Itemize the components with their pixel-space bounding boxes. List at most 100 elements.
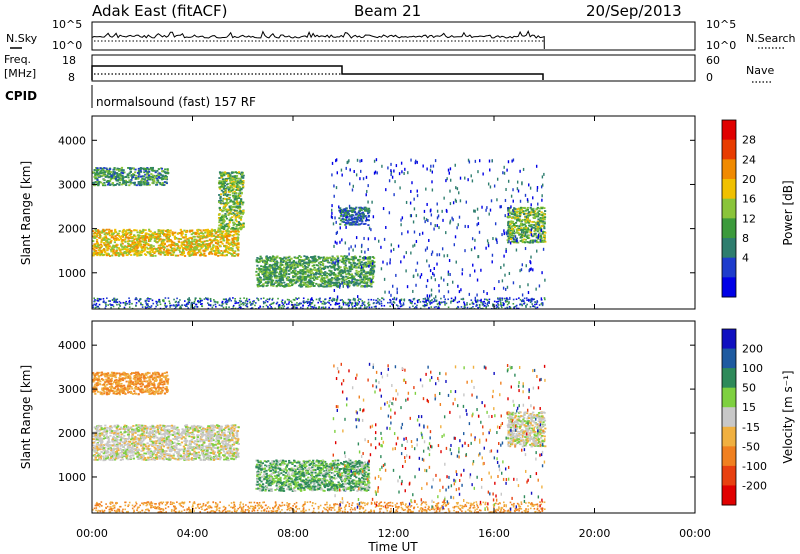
power-point <box>175 303 178 306</box>
power-point <box>107 300 110 302</box>
power-point <box>165 253 168 256</box>
power-point <box>100 251 103 254</box>
power-point <box>120 235 124 237</box>
power-point <box>124 245 127 248</box>
power-point <box>331 266 334 269</box>
power-point <box>307 269 310 272</box>
power-point <box>236 187 239 190</box>
power-point <box>239 212 242 215</box>
power-point <box>296 302 298 304</box>
power-point <box>365 271 368 274</box>
power-point <box>214 238 217 240</box>
power-point <box>95 171 99 174</box>
power-point <box>220 174 223 177</box>
power-point <box>208 252 211 255</box>
power-point <box>214 303 217 306</box>
power-point <box>312 307 315 309</box>
power-point <box>156 169 159 172</box>
power-point <box>511 230 514 232</box>
power-point <box>263 265 267 267</box>
power-point <box>166 254 170 256</box>
power-point <box>234 238 237 241</box>
power-point <box>533 233 536 235</box>
power-point <box>225 203 229 206</box>
power-point <box>351 218 354 221</box>
power-point <box>338 278 341 280</box>
power-point <box>222 185 225 188</box>
power-point <box>132 176 135 178</box>
power-point <box>237 189 240 191</box>
power-point <box>166 305 168 307</box>
power-point <box>354 223 357 226</box>
power-point <box>339 266 342 269</box>
power-point <box>310 305 312 308</box>
power-point <box>361 267 365 270</box>
power-point <box>188 230 191 233</box>
power-point <box>225 247 228 250</box>
power-point <box>334 276 337 279</box>
power-point <box>158 181 161 184</box>
power-point <box>324 306 327 309</box>
power-point <box>362 258 366 260</box>
power-point <box>321 260 324 263</box>
power-point <box>148 298 150 300</box>
power-point <box>286 303 288 306</box>
power-point <box>397 307 399 309</box>
power-point <box>539 229 542 232</box>
power-point <box>225 178 228 181</box>
power-point <box>509 231 512 234</box>
power-point <box>331 300 334 303</box>
power-point <box>426 299 429 302</box>
power-point <box>258 258 261 261</box>
power-point <box>394 307 396 309</box>
power-point <box>140 302 142 304</box>
power-point <box>116 174 119 177</box>
power-point <box>223 216 226 219</box>
power-point <box>372 270 376 273</box>
power-point <box>100 243 103 246</box>
power-point <box>283 281 286 284</box>
power-point <box>231 216 234 219</box>
power-point <box>218 227 222 230</box>
power-point <box>363 209 367 212</box>
power-point <box>439 302 442 304</box>
power-point <box>162 244 165 247</box>
power-point <box>183 300 186 302</box>
power-point <box>164 172 167 175</box>
power-point <box>288 258 291 261</box>
power-point <box>273 271 276 274</box>
power-point <box>351 275 354 278</box>
power-point <box>99 250 102 252</box>
power-point <box>215 231 219 234</box>
power-point <box>190 306 192 308</box>
power-point <box>296 279 299 282</box>
power-point <box>118 173 121 175</box>
power-point <box>267 278 270 281</box>
power-point <box>222 197 225 200</box>
power-point <box>164 177 168 180</box>
power-point <box>100 172 103 175</box>
power-point <box>543 225 546 228</box>
power-point <box>365 282 369 285</box>
power-point <box>145 246 148 249</box>
power-point <box>180 245 183 248</box>
power-point <box>128 306 131 308</box>
power-point <box>122 169 125 172</box>
power-point <box>281 276 284 279</box>
power-point <box>147 244 150 247</box>
power-point <box>97 168 100 171</box>
power-point <box>221 234 224 237</box>
power-point <box>219 223 222 226</box>
power-point <box>531 235 534 238</box>
power-point <box>291 270 295 272</box>
power-point <box>357 211 360 214</box>
power-point <box>237 223 240 226</box>
power-point <box>183 304 186 306</box>
power-point <box>278 272 281 275</box>
power-point <box>295 257 298 260</box>
power-point <box>144 234 147 237</box>
power-point <box>517 210 520 213</box>
power-point <box>189 247 192 250</box>
power-point <box>323 278 326 281</box>
power-point <box>209 242 212 245</box>
